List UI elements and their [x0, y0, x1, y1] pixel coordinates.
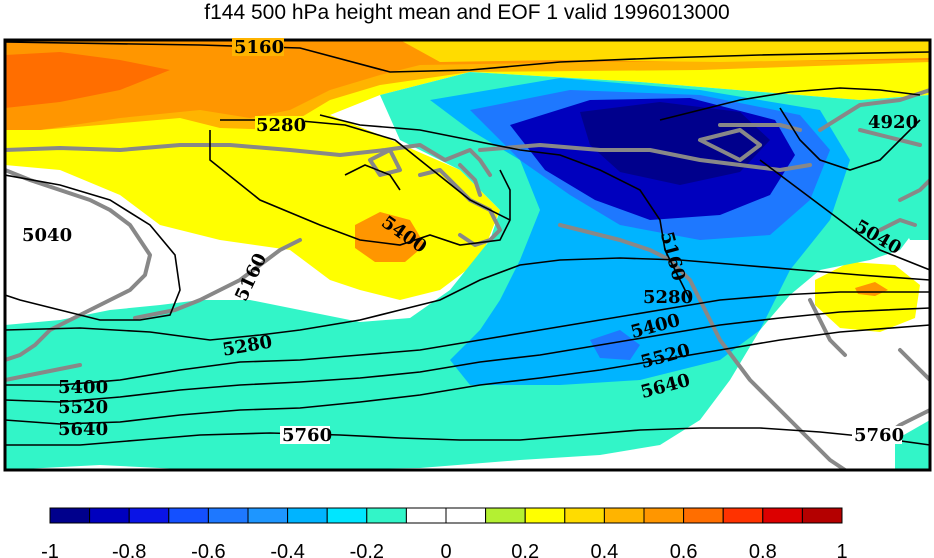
colorbar-segment: [247, 507, 289, 524]
colorbar-tick-label: -0.8: [112, 541, 146, 558]
colorbar-segment: [485, 507, 526, 524]
colorbar-segment: [89, 507, 130, 524]
contour-label: 5280: [643, 287, 693, 308]
contour-label: 5640: [58, 419, 108, 440]
colorbar-tick-label: 0.6: [670, 541, 698, 558]
colorbar-tick-label: 1: [836, 541, 847, 558]
positive-orange-region: [5, 40, 930, 130]
colorbar-segment: [564, 507, 605, 524]
colorbar-tick-label: 0.2: [511, 541, 539, 558]
contour-label: 4920: [868, 112, 918, 133]
colorbar-segment: [722, 507, 764, 524]
colorbar-segment: [49, 507, 91, 524]
colorbar-tick-label: -0.2: [350, 541, 384, 558]
colorbar-segment: [128, 507, 170, 524]
contour-label: 5400: [58, 377, 108, 398]
contour-label: 5160: [234, 37, 284, 58]
colorbar-tick-label: -1: [41, 541, 59, 558]
negative-cyan-se: [895, 420, 930, 470]
colorbar-segment: [405, 507, 447, 524]
colorbar-segment: [762, 507, 803, 524]
colorbar-segment: [524, 507, 566, 524]
negative-cyan-east: [895, 195, 930, 240]
contour-label: 5760: [854, 425, 904, 446]
map-title: f144 500 hPa height mean and EOF 1 valid…: [204, 1, 730, 24]
colorbar-tick-label: 0.8: [749, 541, 777, 558]
contour-label: 5520: [58, 397, 108, 418]
negative-blue2-region: [590, 330, 640, 360]
colorbar-tick-labels: -1 -0.8 -0.6 -0.4 -0.2 0 0.2 0.4 0.6 0.8 1: [41, 541, 847, 558]
colorbar-segment: [366, 507, 407, 524]
colorbar-tick-label: 0: [440, 541, 451, 558]
contour-label: 5760: [282, 425, 332, 446]
positive-orange-center: [355, 212, 425, 262]
colorbar-segment: [287, 507, 328, 524]
colorbar-segment: [801, 507, 843, 524]
colorbar-segment: [326, 507, 368, 524]
map-frame: [3, 38, 932, 472]
colorbar-tick-label: -0.6: [191, 541, 225, 558]
colorbar-segment: [168, 507, 209, 524]
colorbar-tick-label: 0.4: [590, 541, 618, 558]
eof-shading: [5, 40, 930, 470]
colorbar-segment: [643, 507, 685, 524]
colorbar-segment: [445, 507, 487, 524]
height-contours: [5, 41, 930, 446]
positive-red-region: [5, 52, 170, 108]
colorbar: [49, 507, 843, 524]
colorbar-segment: [603, 507, 645, 524]
colorbar-segment: [683, 507, 724, 524]
colorbar-tick-label: -0.4: [270, 541, 304, 558]
contour-label: 5280: [256, 115, 306, 136]
colorbar-segment: [207, 507, 249, 524]
positive-yellow-strip: [400, 40, 930, 62]
contour-label: 5040: [22, 225, 72, 246]
positive-yellow-east: [815, 262, 920, 332]
